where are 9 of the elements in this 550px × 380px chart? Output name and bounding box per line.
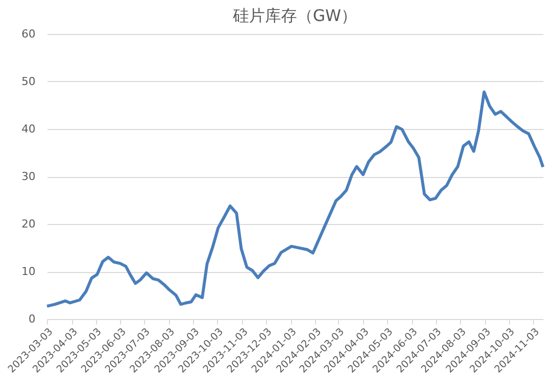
line-series	[46, 90, 544, 308]
y-tick-label: 10	[22, 265, 36, 278]
y-tick-label: 50	[22, 75, 36, 88]
chart-title: 硅片库存（GW）	[232, 6, 358, 25]
y-tick-label: 40	[22, 122, 36, 136]
y-tick-label: 30	[22, 170, 36, 183]
y-tick-label: 0	[28, 312, 36, 326]
y-tick-label: 20	[22, 218, 36, 230]
y-tick-label: 60	[22, 28, 36, 40]
